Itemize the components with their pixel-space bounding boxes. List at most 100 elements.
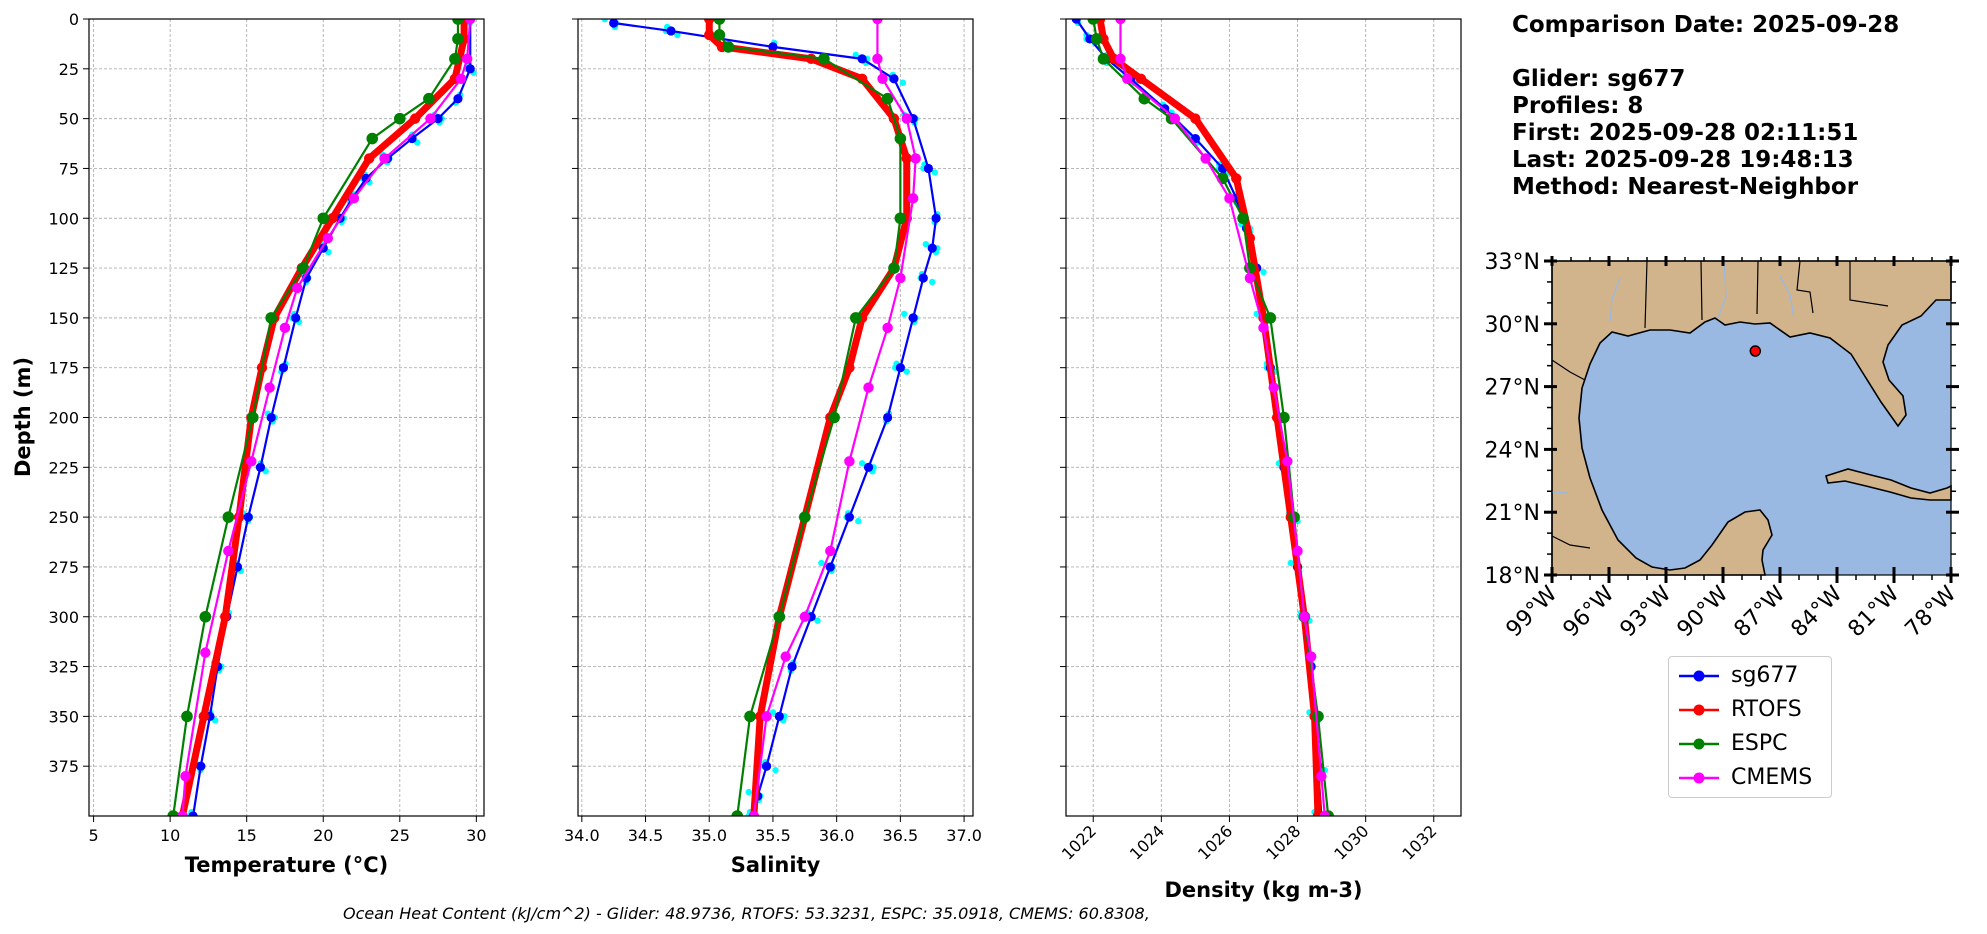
plot-frame xyxy=(577,18,974,817)
raw-glider-point xyxy=(858,460,866,467)
series-point-sg677 xyxy=(255,462,266,472)
map-x-tick-label: 93°W xyxy=(1616,581,1677,642)
x-tick-label: 35.5 xyxy=(755,826,791,845)
series-point-cmems xyxy=(1316,770,1327,782)
series-point-sg677 xyxy=(863,462,874,472)
series-point-rtofs xyxy=(901,153,912,164)
series-point-sg677 xyxy=(761,761,772,771)
x-tick-label: 1030 xyxy=(1330,821,1372,863)
series-point-espc xyxy=(393,112,406,125)
plot-area: 0 25 50 75 100 125 150 175 200 225 250 275 300 325 350… xyxy=(48,10,486,845)
legend-label-sg677: sg677 xyxy=(1731,663,1799,688)
legend-item-cmems: CMEMS xyxy=(1677,763,1827,793)
legend-swatch-sg677 xyxy=(1679,670,1719,682)
series-point-cmems xyxy=(455,73,467,84)
series-point-cmems xyxy=(246,456,257,467)
x-tick-label: 25 xyxy=(390,826,410,845)
y-tick-label: 275 xyxy=(48,558,79,577)
series-point-sg677 xyxy=(291,313,301,323)
x-tick-label: 36.0 xyxy=(819,826,855,845)
x-tick-label: 10 xyxy=(160,826,180,845)
series-point-cmems xyxy=(180,770,191,782)
raw-glider-point xyxy=(899,79,907,86)
series-point-sg677 xyxy=(774,711,784,721)
series-point-cmems xyxy=(799,611,811,622)
series-point-sg677 xyxy=(465,64,475,74)
series-point-espc xyxy=(1237,212,1249,225)
raw-glider-point xyxy=(1287,559,1294,567)
map-y-tick-label: 24°N xyxy=(1485,438,1540,463)
series-point-cmems xyxy=(895,272,906,284)
x-tick-label: 35.0 xyxy=(691,826,727,845)
series-point-cmems xyxy=(748,810,760,816)
series-point-espc xyxy=(423,92,435,105)
series-point-sg677 xyxy=(931,213,941,223)
x-tick-label: 37.0 xyxy=(946,826,982,845)
series-point-cmems xyxy=(825,545,836,557)
series-point-espc xyxy=(452,19,464,25)
series-point-cmems xyxy=(863,382,874,393)
series-point-rtofs xyxy=(1135,73,1147,84)
y-tick-label: 50 xyxy=(59,110,79,129)
x-tick-label: 36.5 xyxy=(883,826,919,845)
series-point-sg677 xyxy=(927,243,937,253)
raw-glider-point xyxy=(818,559,825,567)
y-tick-label: 150 xyxy=(48,309,79,328)
series-point-espc xyxy=(366,132,379,145)
method: Method: Nearest-Neighbor xyxy=(1512,174,1859,200)
x-tick-label: 15 xyxy=(237,826,257,845)
legend-label-cmems: CMEMS xyxy=(1731,765,1813,790)
series-point-rtofs xyxy=(1190,113,1201,124)
series-point-cmems xyxy=(872,53,883,65)
series-point-espc xyxy=(247,411,259,424)
series-point-espc xyxy=(713,29,726,41)
series-point-sg677 xyxy=(825,562,835,572)
map-y-tick-label: 30°N xyxy=(1485,313,1540,338)
series-point-cmems xyxy=(461,53,473,65)
series-point-sg677 xyxy=(895,363,905,373)
y-tick-label: 225 xyxy=(48,458,79,477)
series-point-espc xyxy=(744,710,756,723)
series-point-rtofs xyxy=(363,153,375,164)
series-point-sg677 xyxy=(889,74,899,84)
series-point-rtofs xyxy=(327,213,338,224)
series-point-espc xyxy=(167,810,180,816)
series-point-rtofs xyxy=(409,113,421,124)
legend-swatch-espc xyxy=(1679,738,1719,750)
info-block: Comparison Date: 2025-09-28 Glider: sg67… xyxy=(1512,12,1899,201)
info-spacer xyxy=(1512,39,1899,66)
series-point-sg677 xyxy=(266,412,276,423)
raw-glider-point xyxy=(852,51,859,59)
series-point-sg677 xyxy=(787,661,797,672)
series-point-espc xyxy=(297,262,310,274)
raw-glider-point xyxy=(922,240,930,248)
last-time: Last: 2025-09-28 19:48:13 xyxy=(1512,147,1854,173)
series-point-espc xyxy=(894,132,907,145)
series-point-cmems xyxy=(1292,545,1303,557)
series-point-espc xyxy=(713,19,726,25)
legend-label-rtofs: RTOFS xyxy=(1731,697,1802,722)
legend-swatch-cmems xyxy=(1679,772,1719,784)
series-point-cmems xyxy=(1115,19,1126,25)
map-y-tick-label: 21°N xyxy=(1485,501,1540,526)
x-tick-label: 5 xyxy=(88,826,98,845)
map-x-tick-label: 87°W xyxy=(1730,581,1791,642)
series-point-cmems xyxy=(910,153,921,164)
x-tick-label: 1032 xyxy=(1398,821,1440,863)
legend-item-sg677: sg677 xyxy=(1677,661,1827,691)
series-point-espc xyxy=(818,53,830,65)
glider-name: Glider: sg677 xyxy=(1512,66,1686,92)
series-point-sg677 xyxy=(243,512,253,522)
raw-glider-point xyxy=(674,31,681,39)
legend-swatch-rtofs xyxy=(1679,704,1719,716)
series-point-cmems xyxy=(379,153,390,164)
series-point-rtofs xyxy=(805,53,817,65)
x-tick-label: 34.5 xyxy=(628,826,664,845)
y-tick-label: 200 xyxy=(48,409,79,428)
series-point-cmems xyxy=(844,456,855,467)
map-x-tick-label: 78°W xyxy=(1901,581,1962,642)
legend-item-espc: ESPC xyxy=(1677,729,1827,759)
data-layer xyxy=(1071,19,1334,816)
series-point-cmems xyxy=(1115,53,1126,65)
series-point-rtofs xyxy=(704,19,715,25)
